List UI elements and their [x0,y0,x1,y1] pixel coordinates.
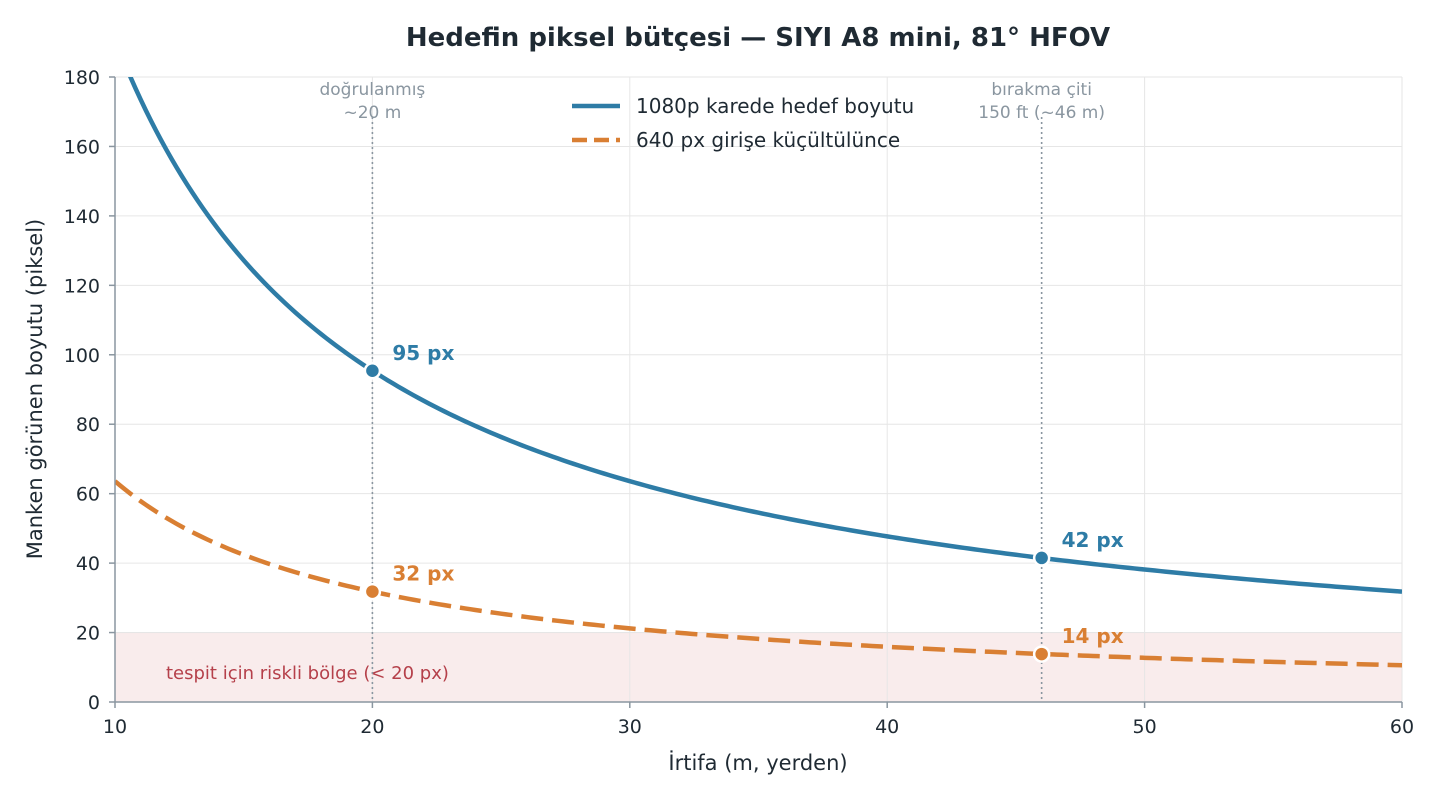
series-line [127,77,1402,594]
y-tick-label: 100 [64,345,100,367]
x-tick-label: 20 [360,716,384,738]
legend-label: 1080p karede hedef boyutu [636,94,914,118]
chart-title: Hedefin piksel bütçesi — SIYI A8 mini, 8… [406,23,1110,53]
series-line [115,479,1402,668]
data-point [363,362,382,380]
y-tick-label: 140 [64,206,100,228]
x-tick-label: 10 [103,716,127,738]
reference-label: doğrulanmış [319,80,425,100]
y-tick-label: 60 [76,484,100,506]
y-tick-label: 20 [76,623,100,645]
x-tick-label: 60 [1390,716,1414,738]
data-point [1032,549,1051,567]
y-tick-label: 80 [76,414,100,436]
data-point [363,582,382,601]
data-label: 42 px [1062,528,1124,552]
reference-label: 150 ft (~46 m) [978,103,1105,123]
x-tick-label: 30 [618,716,642,738]
y-axis-label: Manken görünen boyutu (piksel) [23,219,47,560]
data-label: 95 px [392,341,454,365]
x-tick-label: 40 [875,716,899,738]
x-axis-label: İrtifa (m, yerden) [668,750,847,775]
y-tick-label: 0 [88,692,100,714]
y-tick-label: 40 [76,553,100,575]
reference-label: ~20 m [343,103,401,123]
x-tick-label: 50 [1133,716,1157,738]
data-point [1032,645,1051,663]
plot-area: tespit için riskli bölge (< 20 px) doğrul… [64,67,1414,738]
reference-label: bırakma çiti [991,80,1092,100]
y-tick-label: 120 [64,275,100,297]
y-tick-label: 180 [64,67,100,89]
y-tick-label: 160 [64,136,100,158]
risk-zone [114,632,1403,703]
data-label: 14 px [1062,624,1124,648]
risk-zone-label: tespit için riskli bölge (< 20 px) [166,663,449,684]
data-label: 32 px [392,562,454,586]
legend-label: 640 px girişe küçültülünce [636,128,900,152]
